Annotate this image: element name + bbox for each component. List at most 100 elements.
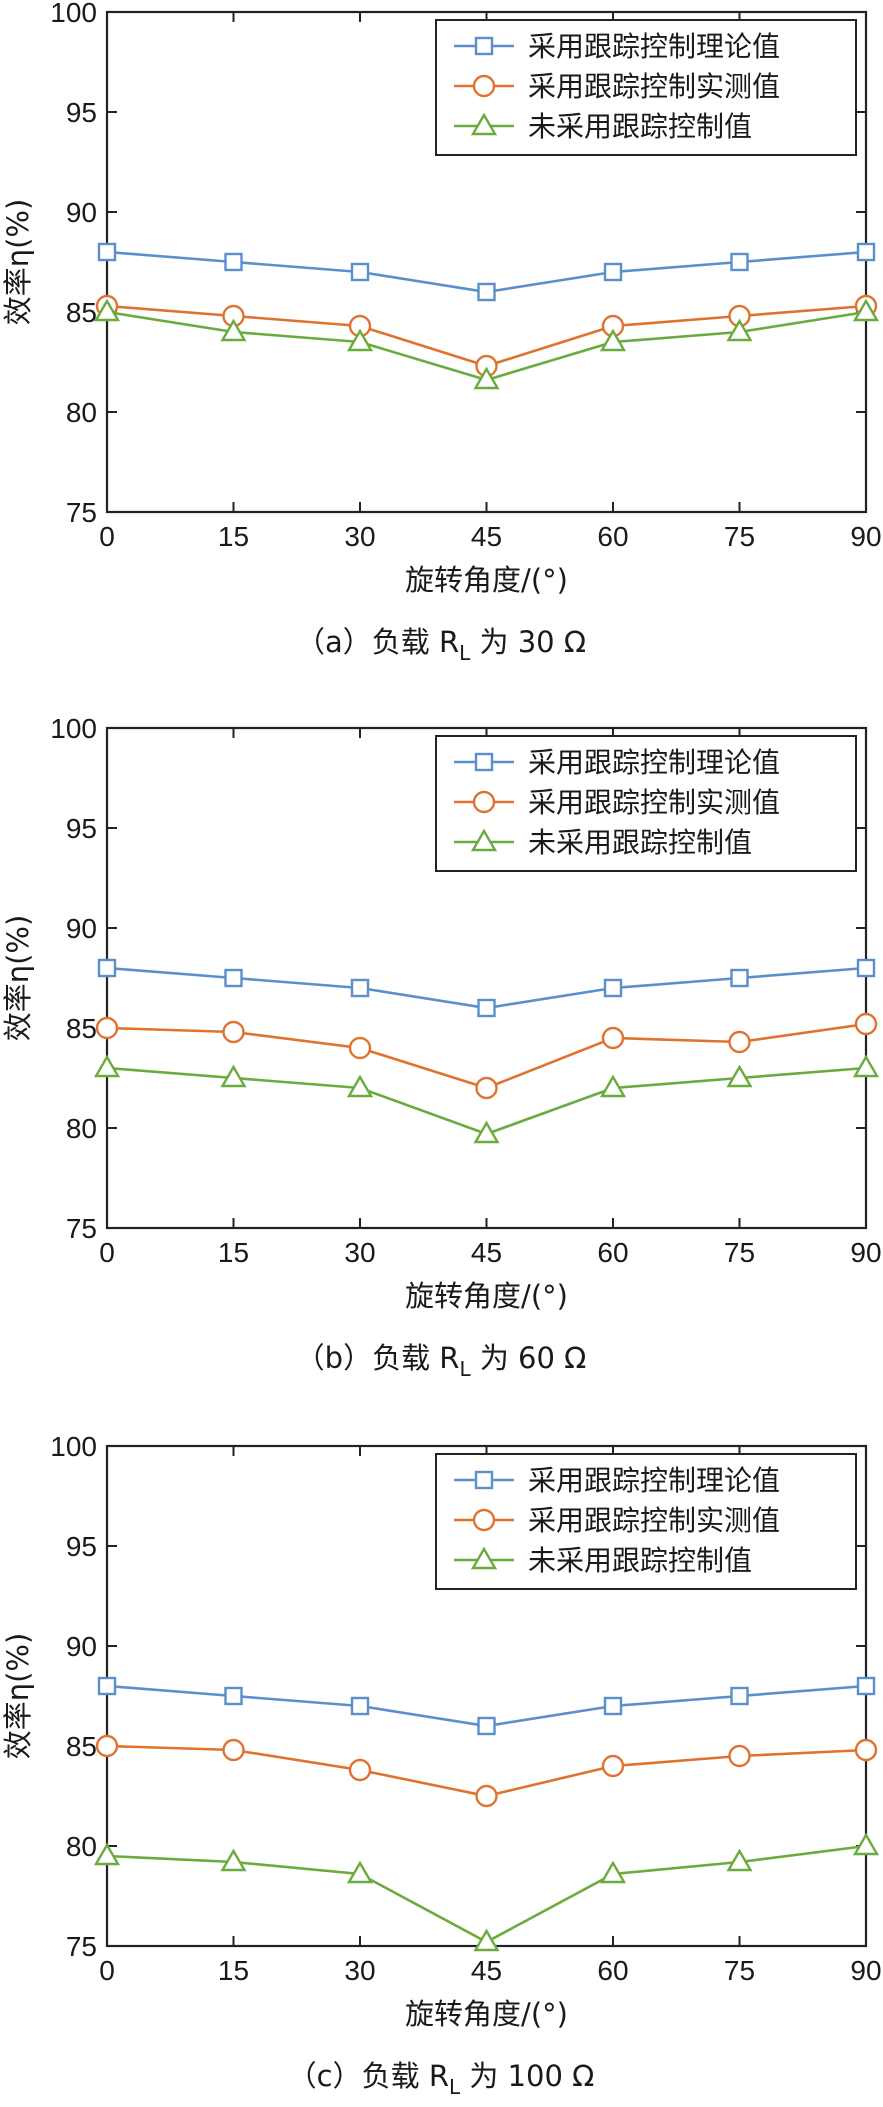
data-point — [477, 998, 496, 1018]
legend-label: 采用跟踪控制实测值 — [528, 70, 780, 103]
data-point — [477, 1716, 496, 1736]
data-point — [95, 1734, 119, 1758]
data-point — [93, 298, 121, 322]
legend-item: 采用跟踪控制理论值 — [454, 746, 780, 779]
data-point — [220, 318, 247, 342]
data-point — [475, 1784, 498, 1808]
legend-marker — [472, 1508, 496, 1532]
y-tick-label: 75 — [66, 1213, 97, 1244]
y-tick-label: 80 — [66, 1113, 97, 1144]
y-tick-label: 100 — [50, 1431, 97, 1462]
legend-item: 采用跟踪控制实测值 — [454, 1504, 780, 1537]
figure-caption: （b）负载 RL 为 60 Ω — [296, 1341, 587, 1381]
legend-label: 采用跟踪控制理论值 — [528, 30, 780, 63]
data-point — [728, 1744, 751, 1768]
legend-box — [435, 19, 857, 156]
data-point — [346, 1074, 374, 1098]
caption-main: （a）负载 R — [296, 625, 459, 659]
data-point — [224, 252, 243, 272]
legend-label: 采用跟踪控制理论值 — [528, 746, 780, 779]
data-point — [346, 1860, 374, 1884]
x-tick-label: 30 — [344, 1955, 375, 1986]
x-axis-title: 旋转角度/(°) — [405, 563, 568, 597]
data-point — [473, 1120, 500, 1144]
caption-subscript: L — [449, 2075, 461, 2099]
data-point — [603, 1696, 623, 1716]
legend-box — [435, 1453, 857, 1590]
y-tick-label: 85 — [66, 297, 97, 328]
legend-item: 采用跟踪控制实测值 — [454, 786, 780, 819]
legend-label: 未采用跟踪控制值 — [528, 826, 752, 859]
data-point — [220, 1848, 247, 1872]
y-tick-label: 80 — [66, 397, 97, 428]
data-point — [603, 978, 623, 998]
y-tick-label: 100 — [50, 0, 97, 28]
data-point — [350, 262, 370, 282]
x-tick-label: 15 — [218, 1955, 249, 1986]
legend-label: 采用跟踪控制理论值 — [528, 1464, 780, 1497]
x-axis-title: 旋转角度/(°) — [405, 1997, 568, 2031]
legend-item: 采用跟踪控制实测值 — [454, 70, 780, 103]
y-axis-title: 效率η(%) — [1, 1633, 35, 1760]
caption-subscript: L — [459, 1357, 471, 1381]
x-tick-label: 90 — [850, 1237, 881, 1268]
x-tick-label: 75 — [724, 1237, 755, 1268]
data-point — [730, 252, 749, 272]
data-point — [97, 1676, 117, 1696]
data-point — [350, 978, 370, 998]
y-tick-label: 95 — [66, 97, 97, 128]
y-tick-label: 95 — [66, 813, 97, 844]
y-tick-label: 100 — [50, 713, 97, 744]
caption-tail: 为 60 Ω — [471, 1341, 587, 1375]
series-theory — [97, 242, 876, 302]
data-point — [348, 1758, 372, 1782]
x-tick-label: 90 — [850, 521, 881, 552]
x-tick-label: 0 — [99, 521, 115, 552]
data-point — [856, 958, 876, 978]
data-point — [93, 1054, 121, 1078]
data-point — [601, 1026, 625, 1050]
data-point — [350, 1696, 370, 1716]
x-tick-label: 45 — [471, 1955, 502, 1986]
data-point — [726, 1064, 753, 1088]
series-measured_tracking — [95, 294, 878, 378]
legend-label: 采用跟踪控制实测值 — [528, 1504, 780, 1537]
x-tick-label: 0 — [99, 1955, 115, 1986]
data-point — [852, 298, 880, 322]
data-point — [726, 318, 753, 342]
legend-marker — [474, 36, 494, 56]
data-point — [220, 1064, 247, 1088]
legend-item: 采用跟踪控制理论值 — [454, 30, 780, 63]
x-tick-label: 60 — [597, 521, 628, 552]
legend-marker — [472, 790, 496, 814]
data-point — [475, 1076, 498, 1100]
chart-panel-3: 75 80 85 90 95 100 0 15 30 45 60 75 90 旋转角度/(°) 效率η(%)… — [1, 1431, 882, 2099]
data-point — [601, 1754, 625, 1778]
legend-item: 未采用跟踪控制值 — [454, 1544, 752, 1577]
caption-tail: 为 30 Ω — [470, 625, 586, 659]
series-no_tracking — [93, 1832, 880, 1952]
data-point — [599, 1074, 627, 1098]
data-point — [599, 1860, 627, 1884]
data-point — [856, 1676, 876, 1696]
data-point — [97, 958, 117, 978]
data-point — [726, 1848, 753, 1872]
data-point — [222, 1738, 245, 1762]
x-tick-label: 75 — [724, 1955, 755, 1986]
series-theory — [97, 1676, 876, 1736]
data-point — [728, 1030, 751, 1054]
y-tick-label: 90 — [66, 913, 97, 944]
x-tick-label: 60 — [597, 1955, 628, 1986]
data-point — [856, 242, 876, 262]
y-tick-label: 85 — [66, 1013, 97, 1044]
series-line — [106, 1844, 867, 1944]
data-point — [93, 1842, 121, 1866]
x-tick-label: 30 — [344, 521, 375, 552]
x-tick-label: 0 — [99, 1237, 115, 1268]
data-point — [852, 1832, 880, 1856]
data-point — [603, 262, 623, 282]
data-point — [95, 1016, 119, 1040]
